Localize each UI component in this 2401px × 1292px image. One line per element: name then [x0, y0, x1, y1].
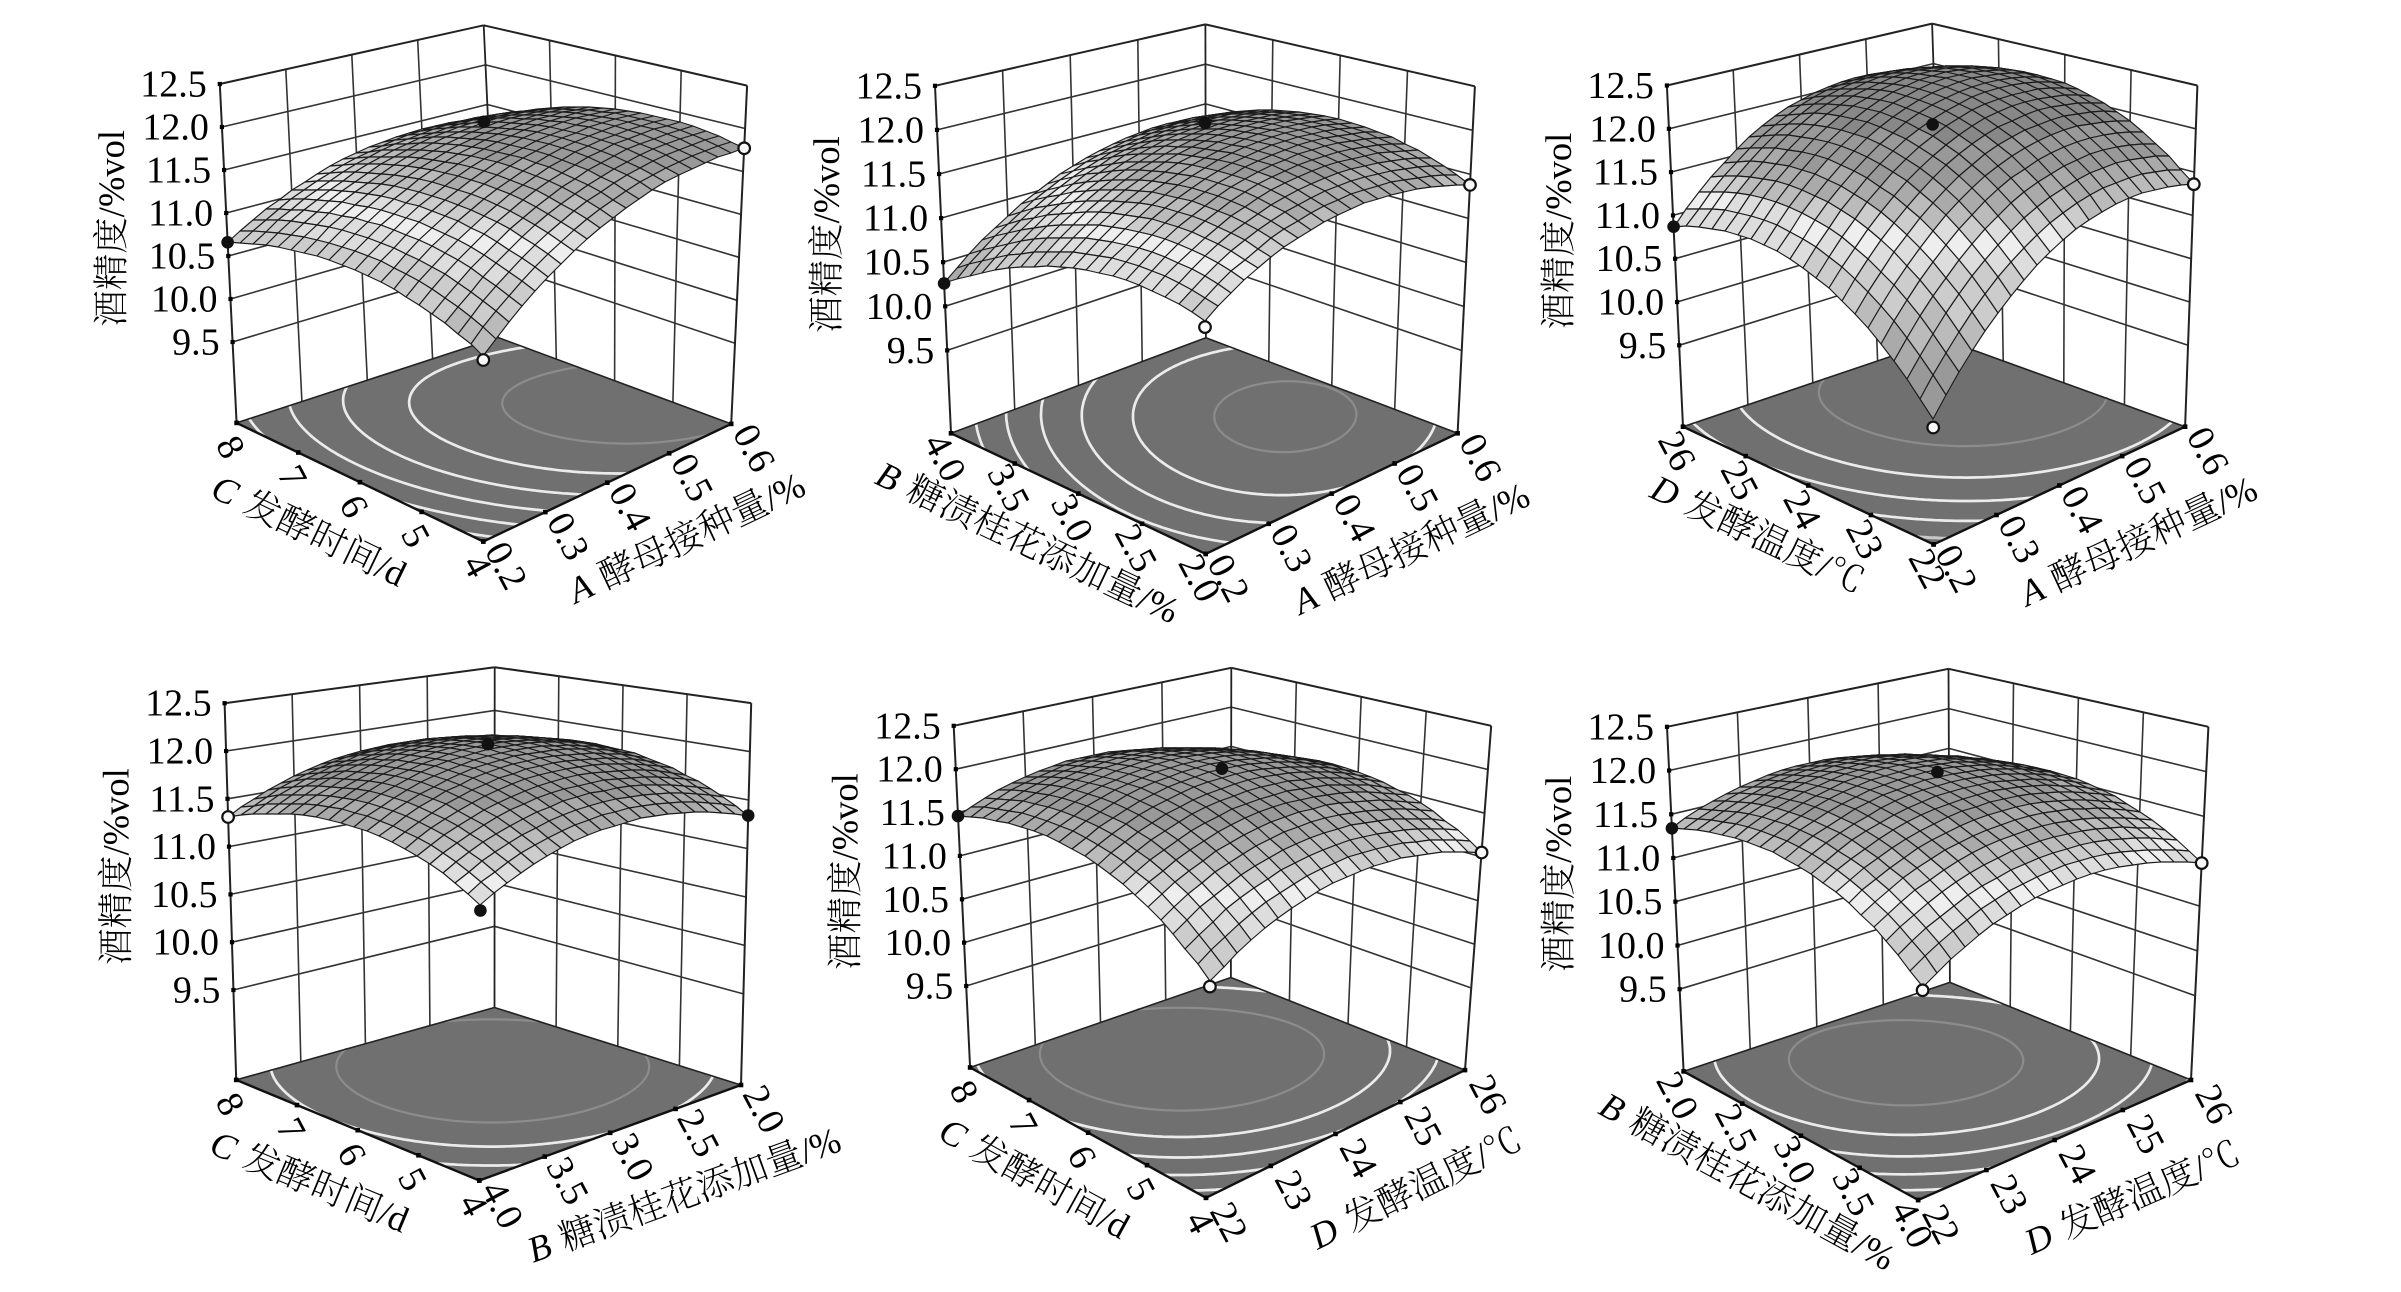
- svg-text:11.0: 11.0: [1595, 838, 1660, 880]
- svg-text:11.5: 11.5: [146, 150, 211, 192]
- svg-text:9.5: 9.5: [906, 966, 954, 1008]
- svg-text:12.0: 12.0: [858, 109, 925, 151]
- svg-text:/%vol: /%vol: [96, 768, 137, 855]
- svg-text:9.5: 9.5: [173, 970, 221, 1012]
- svg-text:11.0: 11.0: [151, 826, 216, 868]
- svg-text:/%vol: /%vol: [1538, 776, 1579, 863]
- svg-text:9.5: 9.5: [887, 330, 935, 372]
- svg-text:11.5: 11.5: [1593, 794, 1658, 836]
- svg-text:10.0: 10.0: [1598, 925, 1665, 967]
- svg-text:10.0: 10.0: [885, 922, 952, 964]
- svg-text:/%vol: /%vol: [1538, 133, 1579, 220]
- svg-text:9.5: 9.5: [1619, 969, 1667, 1011]
- svg-text:11.5: 11.5: [880, 792, 945, 834]
- svg-text:12.5: 12.5: [856, 65, 923, 107]
- svg-text:11.0: 11.0: [148, 193, 213, 235]
- svg-text:9.5: 9.5: [1619, 325, 1667, 367]
- svg-text:12.5: 12.5: [140, 64, 207, 106]
- svg-text:12.0: 12.0: [876, 749, 943, 791]
- svg-text:/%vol: /%vol: [825, 773, 866, 860]
- svg-text:11.0: 11.0: [1595, 195, 1660, 237]
- svg-text:10.0: 10.0: [1598, 282, 1665, 324]
- svg-text:10.5: 10.5: [864, 242, 931, 284]
- svg-text:12.0: 12.0: [1590, 750, 1657, 792]
- svg-text:/%vol: /%vol: [91, 130, 132, 217]
- svg-text:10.0: 10.0: [866, 286, 933, 328]
- svg-text:10.5: 10.5: [149, 236, 216, 278]
- svg-text:12.5: 12.5: [145, 683, 212, 725]
- svg-text:10.5: 10.5: [883, 879, 950, 921]
- svg-text:11.0: 11.0: [882, 835, 947, 877]
- svg-text:10.0: 10.0: [153, 922, 220, 964]
- svg-text:12.5: 12.5: [874, 705, 941, 747]
- svg-text:12.5: 12.5: [1588, 706, 1655, 748]
- svg-text:10.5: 10.5: [1596, 238, 1663, 280]
- svg-text:11.5: 11.5: [1593, 152, 1658, 194]
- svg-text:11.5: 11.5: [149, 778, 214, 820]
- svg-text:10.5: 10.5: [151, 874, 218, 916]
- svg-text:/%vol: /%vol: [806, 136, 847, 223]
- svg-text:10.5: 10.5: [1596, 881, 1663, 923]
- svg-text:11.0: 11.0: [863, 198, 928, 240]
- svg-text:12.5: 12.5: [1587, 65, 1654, 107]
- svg-text:12.0: 12.0: [142, 107, 209, 149]
- svg-text:12.0: 12.0: [1589, 108, 1656, 150]
- svg-text:10.0: 10.0: [151, 279, 218, 321]
- svg-text:9.5: 9.5: [172, 322, 220, 364]
- svg-text:11.5: 11.5: [861, 154, 926, 196]
- svg-text:12.0: 12.0: [147, 731, 214, 773]
